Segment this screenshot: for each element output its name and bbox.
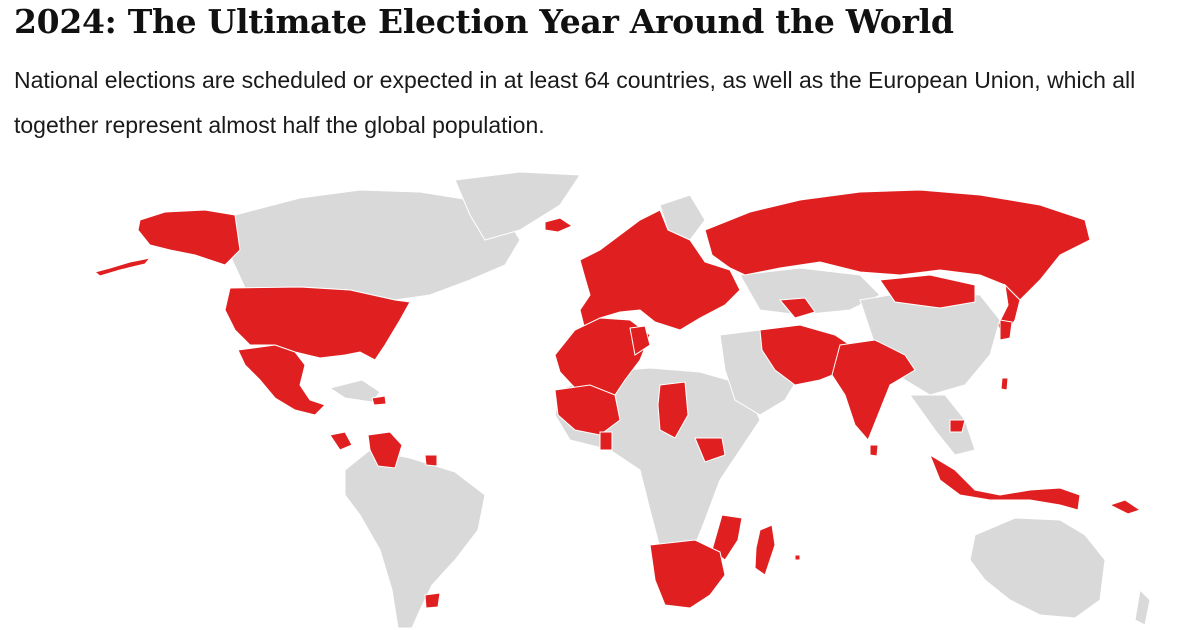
country-aleutians[interactable] xyxy=(93,257,152,277)
country-mongolia[interactable] xyxy=(879,274,976,309)
country-cambodia[interactable] xyxy=(949,419,966,433)
country-south-korea[interactable] xyxy=(999,319,1013,341)
country-alaska[interactable] xyxy=(137,209,241,266)
country-sri-lanka[interactable] xyxy=(869,444,879,457)
country-indonesia[interactable] xyxy=(928,453,1081,511)
country-south-sudan[interactable] xyxy=(694,437,726,463)
country-iceland[interactable] xyxy=(544,217,574,233)
land-australia xyxy=(969,517,1106,619)
country-west-africa[interactable] xyxy=(554,384,621,436)
land-south-america xyxy=(344,449,486,629)
land-southeast-asia xyxy=(909,394,976,456)
election-countries xyxy=(93,189,1142,609)
country-comoros-mauritius[interactable] xyxy=(794,554,801,561)
country-mexico[interactable] xyxy=(237,344,326,416)
country-europe-eu[interactable] xyxy=(579,209,741,331)
land-new-zealand xyxy=(1134,588,1151,626)
country-tunisia-algeria[interactable] xyxy=(629,325,651,356)
country-north-africa[interactable] xyxy=(554,317,651,401)
country-uruguay[interactable] xyxy=(424,592,441,609)
country-ghana-togo[interactable] xyxy=(599,431,613,451)
page-subtitle: National elections are scheduled or expe… xyxy=(14,67,1136,138)
country-chad[interactable] xyxy=(657,381,689,439)
country-southern-africa[interactable] xyxy=(649,539,726,609)
page-title: 2024: The Ultimate Election Year Around … xyxy=(14,2,954,41)
country-venezuela[interactable] xyxy=(367,431,403,469)
country-taiwan[interactable] xyxy=(1000,377,1009,391)
land-greenland xyxy=(454,171,581,241)
country-solomon-islands[interactable] xyxy=(1108,499,1142,515)
country-suriname[interactable] xyxy=(424,454,438,467)
country-united-states[interactable] xyxy=(224,286,411,361)
country-india[interactable] xyxy=(831,339,916,441)
country-georgia-azerbaijan[interactable] xyxy=(778,297,816,319)
world-map xyxy=(93,171,1151,629)
country-dominican-republic[interactable] xyxy=(371,395,387,406)
country-panama-region[interactable] xyxy=(329,431,353,451)
country-mozambique-region[interactable] xyxy=(711,514,743,561)
country-madagascar[interactable] xyxy=(754,524,776,576)
